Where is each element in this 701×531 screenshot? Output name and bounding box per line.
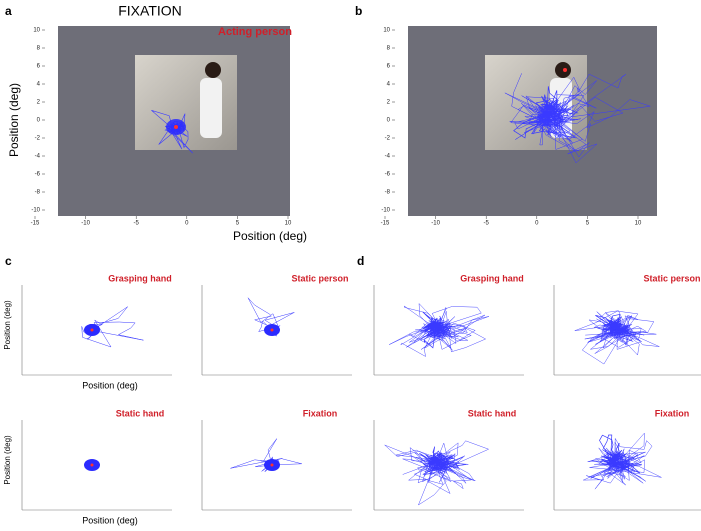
y-tick-label: 10 — [383, 28, 390, 34]
y-tick-label: -8 — [385, 190, 391, 196]
x-tick-label: -10 — [81, 221, 90, 227]
y-tick-label: 8 — [37, 46, 41, 52]
x-tick-label: -10 — [431, 221, 440, 227]
y-tick-label: -6 — [385, 172, 391, 178]
y-tick-label: 4 — [37, 82, 41, 88]
x-tick-label: -15 — [381, 221, 390, 227]
y-axis-label: Position (deg) — [3, 435, 12, 485]
gaze-trace — [81, 306, 144, 348]
gaze-trace — [574, 310, 660, 365]
x-axis-label: Position (deg) — [233, 229, 307, 243]
gaze-trace — [504, 73, 651, 164]
center-dot — [90, 328, 94, 332]
y-tick-label: -8 — [35, 190, 41, 196]
center-dot — [174, 125, 178, 129]
gaze-trace — [583, 432, 662, 490]
gaze-trace — [595, 313, 630, 336]
x-tick-label: -5 — [484, 221, 490, 227]
annotation: Grasping hand — [108, 273, 172, 283]
y-tick-label: 0 — [37, 118, 41, 124]
y-tick-label: -2 — [35, 136, 41, 142]
y-axis-label: Position (deg) — [7, 83, 21, 157]
y-tick-label: -4 — [35, 154, 41, 160]
x-axis-label: Position (deg) — [82, 515, 138, 525]
gaze-trace — [513, 86, 579, 139]
gaze-trace — [384, 440, 490, 506]
x-tick-label: 10 — [635, 221, 642, 227]
center-dot — [90, 463, 94, 467]
panel-label: c — [5, 254, 12, 268]
x-tick-label: -5 — [134, 221, 140, 227]
annotation: Static hand — [116, 408, 165, 418]
x-tick-label: 10 — [285, 221, 292, 227]
y-tick-label: 2 — [387, 100, 391, 106]
panel-label: b — [355, 4, 362, 18]
annotation: Fixation — [655, 408, 690, 418]
y-tick-label: -4 — [385, 154, 391, 160]
y-tick-label: 10 — [33, 28, 40, 34]
center-dot — [563, 68, 567, 72]
y-tick-label: -6 — [35, 172, 41, 178]
x-tick-label: 0 — [185, 221, 189, 227]
annotation: Grasping hand — [460, 273, 524, 283]
y-tick-label: -10 — [31, 208, 40, 214]
y-tick-label: 4 — [387, 82, 391, 88]
annotation: Fixation — [303, 408, 338, 418]
x-tick-label: -15 — [31, 221, 40, 227]
y-tick-label: 0 — [387, 118, 391, 124]
annotation: Static hand — [468, 408, 517, 418]
y-tick-label: 2 — [37, 100, 41, 106]
y-axis-label: Position (deg) — [3, 300, 12, 350]
x-tick-label: 5 — [586, 221, 590, 227]
y-tick-label: 6 — [387, 64, 391, 70]
annotation: Acting person — [218, 26, 292, 38]
gaze-trace — [422, 311, 453, 349]
panel-label: a — [5, 4, 12, 18]
gaze-trace — [419, 446, 459, 469]
panel-title: FIXATION — [118, 3, 182, 19]
x-tick-label: 5 — [236, 221, 240, 227]
person-head — [205, 62, 221, 78]
annotation: Static person — [643, 273, 700, 283]
gaze-trace — [599, 434, 641, 474]
x-axis-label: Position (deg) — [82, 380, 138, 390]
person-coat — [200, 78, 222, 138]
y-tick-label: -10 — [381, 208, 390, 214]
annotation: Static person — [291, 273, 348, 283]
center-dot — [270, 463, 274, 467]
center-dot — [270, 328, 274, 332]
y-tick-label: 8 — [387, 46, 391, 52]
panel-label: d — [357, 254, 364, 268]
y-tick-label: -2 — [385, 136, 391, 142]
y-tick-label: 6 — [37, 64, 41, 70]
x-tick-label: 0 — [535, 221, 539, 227]
